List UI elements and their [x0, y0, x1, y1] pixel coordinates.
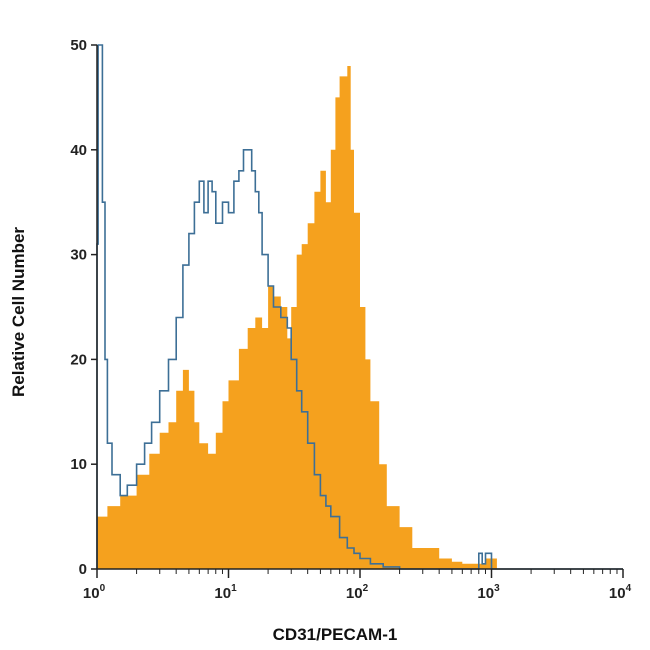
plot-area — [96, 44, 623, 570]
x-ticks: 100 101 102 103 104 — [83, 569, 632, 602]
y-tick-label: 20 — [70, 351, 87, 368]
axes: 0 10 20 30 40 50 100 101 102 103 104 — [70, 37, 631, 602]
x-tick-label: 103 — [477, 583, 500, 602]
y-tick-label: 0 — [79, 561, 87, 578]
y-axis-title: Relative Cell Number — [9, 227, 28, 397]
x-tick-label: 102 — [346, 583, 369, 602]
series-2-outline-histogram — [96, 44, 623, 570]
y-tick-label: 10 — [70, 456, 87, 473]
x-tick-label: 101 — [214, 583, 237, 602]
y-tick-label: 40 — [70, 142, 87, 159]
y-tick-label: 50 — [70, 37, 87, 54]
x-axis-title: CD31/PECAM-1 — [273, 625, 398, 644]
series-1-filled-histogram — [97, 66, 497, 569]
x-tick-label: 100 — [83, 583, 106, 602]
y-tick-label: 30 — [70, 247, 87, 264]
x-tick-label: 104 — [609, 583, 632, 602]
y-ticks: 0 10 20 30 40 50 — [70, 37, 97, 578]
